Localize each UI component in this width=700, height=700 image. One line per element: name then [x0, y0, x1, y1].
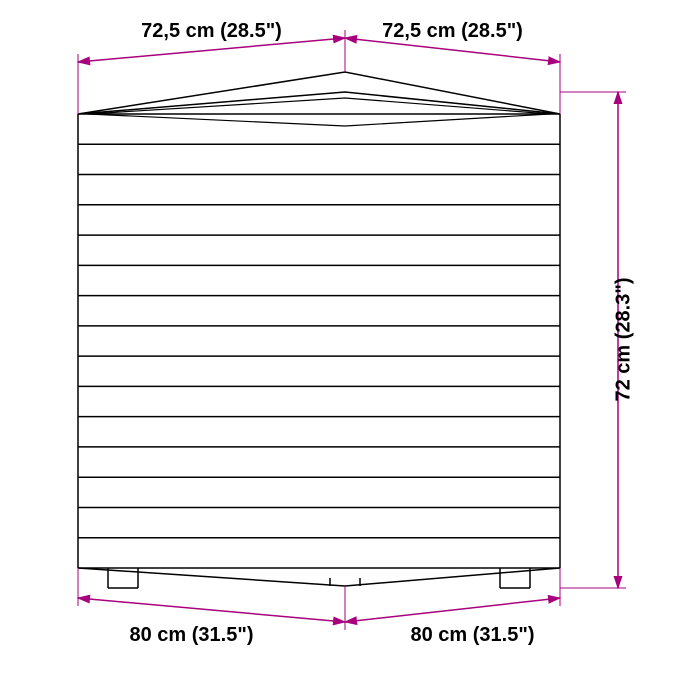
dim-top-right: 72,5 cm (28.5") [353, 20, 553, 43]
dim-top-left: 72,5 cm (28.5") [112, 20, 312, 43]
dim-right-height: 72 cm (28.3") [613, 240, 636, 440]
dim-bottom-left: 80 cm (31.5") [92, 624, 292, 647]
drawing-svg [0, 0, 700, 700]
dimension-diagram: 72,5 cm (28.5") 72,5 cm (28.5") 72 cm (2… [0, 0, 700, 700]
dim-bottom-right: 80 cm (31.5") [373, 624, 573, 647]
